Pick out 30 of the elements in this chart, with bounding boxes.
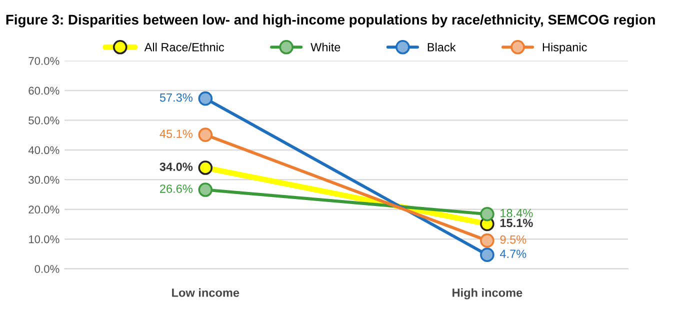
data-label: 45.1% (160, 130, 192, 138)
y-tick-label: 40.0% (28, 146, 60, 154)
y-tick-label: 70.0% (28, 57, 60, 65)
point (480, 206, 494, 222)
point (198, 160, 213, 175)
chart-title: Figure 3: Disparities between low- and high-income populations by race/ethnicity, SEMCOG region (6, 14, 655, 28)
data-label: 18.4% (500, 208, 533, 218)
point (198, 91, 213, 106)
data-label: 9.5% (500, 235, 526, 244)
y-tick-label: 60.0% (28, 86, 60, 95)
y-tick-label: 0.0% (34, 265, 60, 273)
legend-label: Hispanic (542, 42, 587, 54)
y-tick-label: 50.0% (28, 116, 60, 124)
point (480, 248, 494, 262)
point (480, 233, 494, 248)
data-label: 15.1% (500, 218, 533, 228)
x-tick-label: Low income (172, 288, 240, 297)
x-tick-label: High income (452, 288, 522, 300)
legend-label: All Race/Ethnic (144, 42, 224, 52)
legend-label: White (310, 42, 340, 52)
legend-label: Black (428, 42, 456, 52)
data-label: 57.3% (160, 93, 192, 102)
y-tick-label: 10.0% (28, 235, 60, 244)
data-label: 4.7% (500, 250, 526, 258)
data-label: 26.6% (160, 184, 192, 193)
y-tick-label: 20.0% (28, 206, 60, 214)
y-tick-label: 30.0% (28, 176, 60, 184)
point (198, 182, 213, 197)
point (198, 128, 213, 142)
data-label: 34.0% (160, 162, 193, 171)
